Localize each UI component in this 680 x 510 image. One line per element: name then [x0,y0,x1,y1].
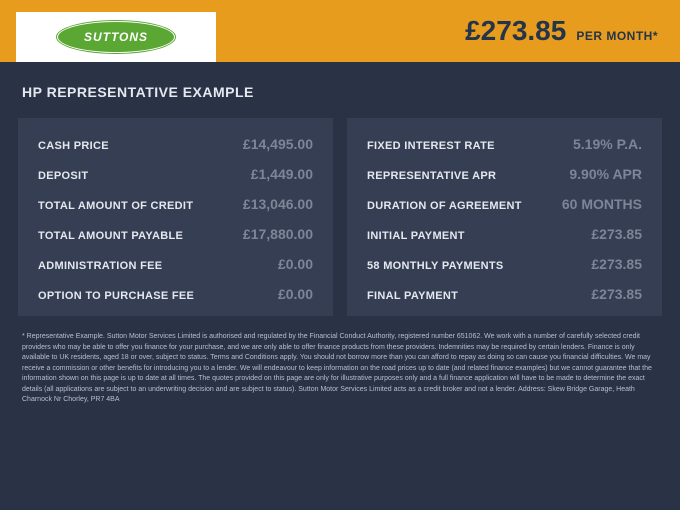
label: INITIAL PAYMENT [367,230,465,242]
label: FIXED INTEREST RATE [367,140,495,152]
cards-row: CASH PRICE £14,495.00 DEPOSIT £1,449.00 … [18,118,662,316]
label: 58 MONTHLY PAYMENTS [367,260,504,272]
value: £0.00 [278,256,313,272]
left-card: CASH PRICE £14,495.00 DEPOSIT £1,449.00 … [18,118,333,316]
row-total-payable: TOTAL AMOUNT PAYABLE £17,880.00 [38,226,313,242]
value: 60 MONTHS [562,196,642,212]
row-total-credit: TOTAL AMOUNT OF CREDIT £13,046.00 [38,196,313,212]
price-block: £273.85 PER MONTH* [465,15,658,47]
label: REPRESENTATIVE APR [367,170,496,182]
label: TOTAL AMOUNT OF CREDIT [38,200,193,212]
label: CASH PRICE [38,140,109,152]
label: OPTION TO PURCHASE FEE [38,290,194,302]
row-deposit: DEPOSIT £1,449.00 [38,166,313,182]
value: £0.00 [278,286,313,302]
label: ADMINISTRATION FEE [38,260,162,272]
value: 5.19% P.A. [573,136,642,152]
logo-ellipse: SUTTONS [56,20,176,54]
finance-quote-page: SUTTONS £273.85 PER MONTH* HP REPRESENTA… [0,0,680,510]
right-card: FIXED INTEREST RATE 5.19% P.A. REPRESENT… [347,118,662,316]
label: FINAL PAYMENT [367,290,458,302]
row-admin-fee: ADMINISTRATION FEE £0.00 [38,256,313,272]
value: £14,495.00 [243,136,313,152]
logo-box: SUTTONS [16,12,216,62]
row-monthly-payments: 58 MONTHLY PAYMENTS £273.85 [367,256,642,272]
value: £13,046.00 [243,196,313,212]
price-period: PER MONTH* [576,29,658,43]
price-amount: £273.85 [465,15,566,47]
value: £17,880.00 [243,226,313,242]
row-duration: DURATION OF AGREEMENT 60 MONTHS [367,196,642,212]
row-option-fee: OPTION TO PURCHASE FEE £0.00 [38,286,313,302]
logo-text: SUTTONS [84,30,148,44]
label: DURATION OF AGREEMENT [367,200,522,212]
page-title: HP REPRESENTATIVE EXAMPLE [22,84,662,100]
value: £273.85 [591,256,642,272]
row-cash-price: CASH PRICE £14,495.00 [38,136,313,152]
row-final-payment: FINAL PAYMENT £273.85 [367,286,642,302]
label: DEPOSIT [38,170,88,182]
value: £1,449.00 [251,166,313,182]
content: HP REPRESENTATIVE EXAMPLE CASH PRICE £14… [0,62,680,510]
row-apr: REPRESENTATIVE APR 9.90% APR [367,166,642,182]
row-initial-payment: INITIAL PAYMENT £273.85 [367,226,642,242]
disclaimer-text: * Representative Example. Sutton Motor S… [18,332,662,406]
value: 9.90% APR [569,166,642,182]
value: £273.85 [591,286,642,302]
row-fixed-rate: FIXED INTEREST RATE 5.19% P.A. [367,136,642,152]
label: TOTAL AMOUNT PAYABLE [38,230,183,242]
top-bar: SUTTONS £273.85 PER MONTH* [0,0,680,62]
value: £273.85 [591,226,642,242]
